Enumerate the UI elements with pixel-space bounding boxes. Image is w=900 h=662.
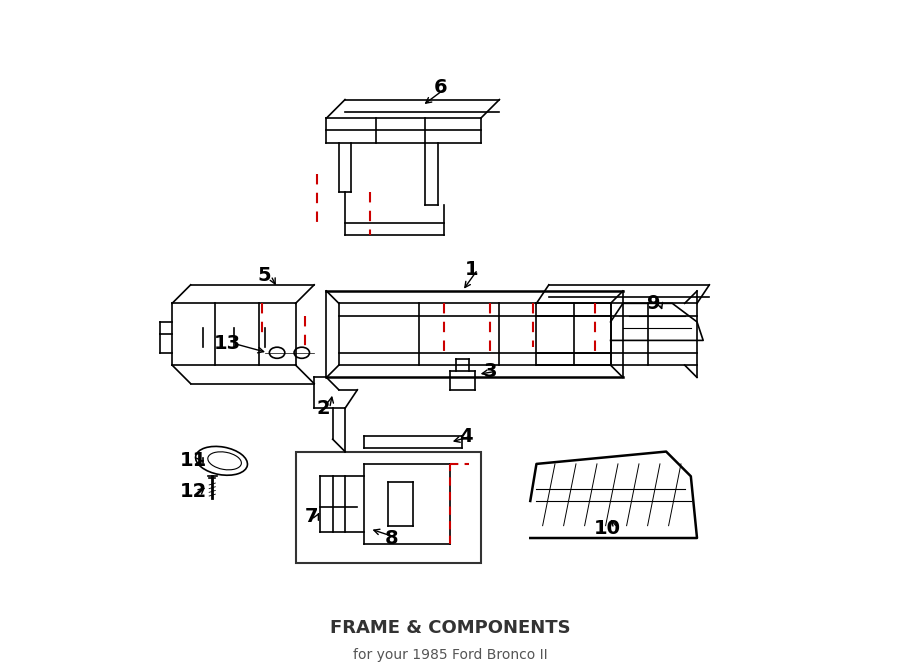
Text: 8: 8 [384, 528, 398, 547]
Text: 5: 5 [258, 266, 272, 285]
Text: 7: 7 [304, 507, 318, 526]
Text: 12: 12 [180, 482, 207, 501]
Text: 1: 1 [464, 260, 479, 279]
Bar [295, 451, 481, 563]
Text: 3: 3 [483, 362, 497, 381]
Text: 2: 2 [317, 399, 330, 418]
Text: 11: 11 [180, 451, 207, 470]
Text: 4: 4 [459, 426, 472, 446]
Text: 6: 6 [434, 77, 447, 97]
Text: 10: 10 [594, 519, 621, 538]
Text: for your 1985 Ford Bronco II: for your 1985 Ford Bronco II [353, 647, 547, 661]
Text: 9: 9 [647, 294, 661, 313]
Text: 13: 13 [214, 334, 241, 353]
Text: FRAME & COMPONENTS: FRAME & COMPONENTS [329, 619, 571, 637]
